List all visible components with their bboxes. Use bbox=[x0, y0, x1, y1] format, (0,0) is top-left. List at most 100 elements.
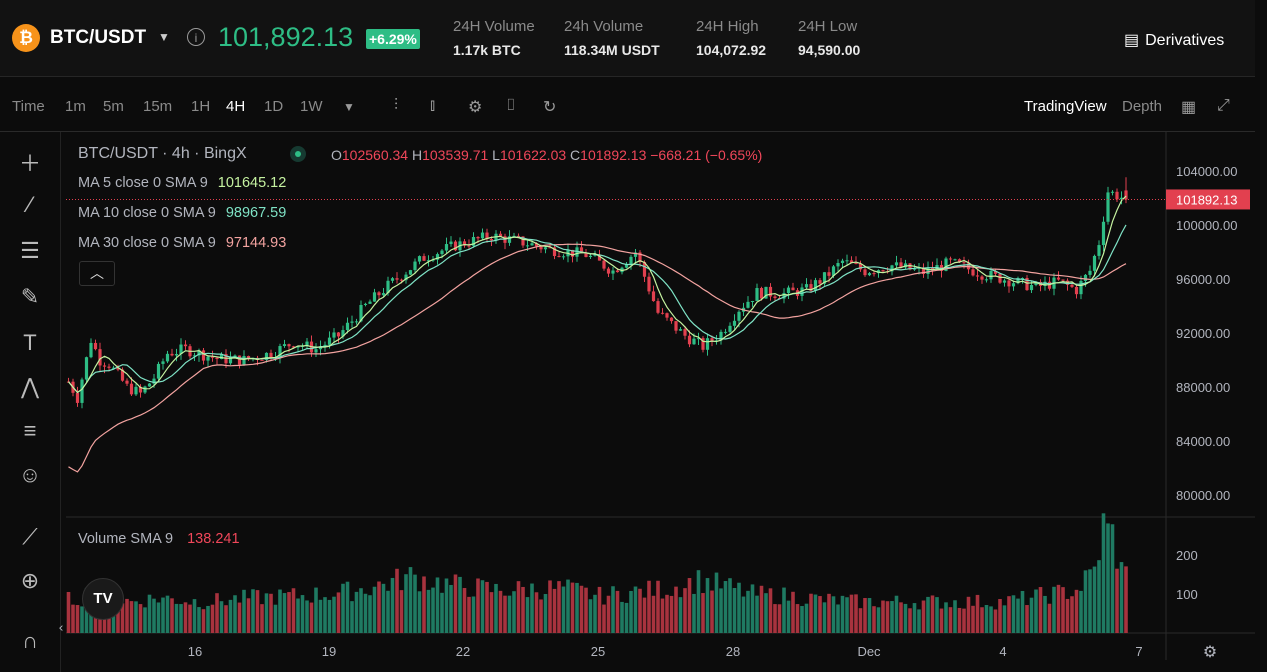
reset-icon[interactable]: ↻ bbox=[543, 99, 557, 116]
brush-icon[interactable]: ✎ bbox=[20, 284, 40, 309]
volume-bar bbox=[1016, 598, 1020, 633]
candle-body bbox=[192, 355, 197, 357]
timeframe-1d[interactable]: 1D bbox=[264, 98, 284, 115]
candle-body bbox=[930, 267, 935, 271]
bitcoin-icon: ₿ bbox=[12, 24, 40, 52]
volume-bar bbox=[354, 591, 359, 633]
collapse-legend-button[interactable]: ︿ bbox=[79, 261, 115, 286]
candle-body bbox=[170, 353, 174, 356]
stat-volume-quote: 24h Volume 118.34M USDT bbox=[564, 18, 660, 58]
candle-body bbox=[219, 354, 224, 360]
ma30-legend[interactable]: MA 30 close 0 SMA 9 97144.93 bbox=[78, 235, 286, 251]
candle-body bbox=[125, 380, 129, 384]
candle-body bbox=[863, 269, 867, 276]
ruler-icon[interactable]: ⟋ bbox=[22, 524, 38, 549]
layout-grid-icon[interactable]: ▦ bbox=[1181, 99, 1197, 116]
candle-body bbox=[858, 263, 863, 270]
trendline-icon[interactable]: ⁄ bbox=[28, 192, 32, 217]
volume-bar bbox=[692, 593, 696, 633]
candle-body bbox=[642, 262, 647, 277]
volume-bar bbox=[566, 579, 570, 633]
timeframe-5m[interactable]: 5m bbox=[103, 98, 124, 115]
candle-body bbox=[287, 344, 291, 347]
candle-body bbox=[359, 304, 363, 322]
candle-body bbox=[723, 331, 728, 333]
timeframe-4h[interactable]: 4H bbox=[226, 98, 246, 115]
ma10-legend[interactable]: MA 10 close 0 SMA 9 98967.59 bbox=[78, 205, 286, 221]
stat-label: 24h Volume bbox=[564, 18, 644, 35]
volume-bar bbox=[210, 604, 215, 633]
derivatives-link[interactable]: ▤ Derivatives bbox=[1124, 30, 1224, 50]
candle-body bbox=[746, 301, 750, 308]
volume-bar bbox=[1124, 566, 1128, 633]
timeframe-1w[interactable]: 1W bbox=[300, 98, 323, 115]
ma5-legend[interactable]: MA 5 close 0 SMA 9 101645.12 bbox=[78, 175, 286, 191]
camera-icon[interactable]: ⌷ bbox=[506, 97, 516, 114]
fib-icon[interactable]: ≡ bbox=[23, 418, 37, 443]
candle-body bbox=[638, 252, 642, 263]
volume-bar bbox=[570, 582, 575, 633]
text-icon[interactable]: T bbox=[23, 330, 37, 355]
volume-bar bbox=[557, 581, 561, 633]
candle-body bbox=[948, 258, 953, 260]
volume-bar bbox=[719, 588, 723, 633]
candle-body bbox=[692, 338, 696, 345]
ma5-line bbox=[68, 195, 1127, 394]
candle-body bbox=[318, 347, 323, 350]
candle-body bbox=[345, 322, 350, 331]
horizontal-lines-icon[interactable]: ☰ bbox=[20, 238, 40, 263]
candle-body bbox=[899, 262, 903, 268]
candle-body bbox=[1043, 281, 1047, 286]
emoji-icon[interactable]: ☺ bbox=[18, 462, 42, 487]
volume-bar bbox=[287, 592, 291, 633]
candle-body bbox=[440, 250, 444, 255]
volume-bar bbox=[926, 596, 930, 633]
settings-icon[interactable]: ⚙ bbox=[468, 99, 483, 116]
candle-body bbox=[174, 354, 179, 356]
volume-bar bbox=[1074, 589, 1079, 633]
volume-bar bbox=[318, 599, 323, 633]
magnet-icon[interactable]: ∩ bbox=[22, 628, 38, 653]
timeframe-time[interactable]: Time bbox=[12, 98, 45, 115]
info-icon[interactable]: i bbox=[187, 28, 205, 46]
volume-bar bbox=[728, 578, 732, 633]
zoom-in-icon[interactable]: ⊕ bbox=[20, 568, 40, 593]
volume-bar bbox=[660, 598, 665, 633]
volume-bar bbox=[831, 596, 836, 633]
settings-gear-icon[interactable]: ⚙ bbox=[1203, 642, 1217, 661]
timeframe-dropdown-icon[interactable]: ▼ bbox=[343, 100, 355, 114]
volume-bar bbox=[588, 599, 593, 633]
volume-legend[interactable]: Volume SMA 9 138.241 bbox=[78, 531, 240, 547]
tradingview-logo: TV bbox=[82, 578, 124, 620]
candle-body bbox=[341, 330, 345, 337]
time-tick-label: Dec bbox=[857, 644, 881, 659]
timeframe-15m[interactable]: 15m bbox=[143, 98, 173, 115]
candle-type-icon[interactable]: ⫾ bbox=[430, 97, 436, 114]
volume-value: 138.241 bbox=[187, 531, 240, 547]
volume-bar bbox=[1088, 569, 1092, 633]
candle-body bbox=[543, 247, 548, 250]
tradingview-tab[interactable]: TradingView bbox=[1024, 98, 1107, 115]
timeframe-1h[interactable]: 1H bbox=[191, 98, 211, 115]
pair-selector[interactable]: BTC/USDT bbox=[50, 27, 147, 48]
volume-bar bbox=[885, 601, 890, 633]
indicator-icon[interactable]: ⫶ bbox=[394, 97, 399, 114]
candle-body bbox=[1020, 277, 1025, 279]
timeframe-1m[interactable]: 1m bbox=[65, 98, 86, 115]
crosshair-icon[interactable]: ＋ bbox=[18, 151, 41, 176]
chevron-down-icon[interactable]: ▼ bbox=[158, 30, 170, 44]
derivatives-label: Derivatives bbox=[1145, 32, 1225, 49]
depth-tab[interactable]: Depth bbox=[1122, 98, 1163, 115]
volume-bar bbox=[975, 594, 980, 633]
volume-bar bbox=[372, 586, 377, 633]
volume-bar bbox=[516, 581, 521, 633]
scroll-left-icon[interactable]: ‹ bbox=[58, 621, 63, 636]
fullscreen-icon[interactable]: ⤢ bbox=[1217, 97, 1230, 114]
candle-body bbox=[395, 278, 399, 280]
pattern-icon[interactable]: ⋀ bbox=[20, 374, 40, 399]
volume-bar bbox=[233, 595, 237, 633]
candle-body bbox=[840, 260, 845, 264]
volume-bar bbox=[485, 581, 489, 633]
volume-bar bbox=[948, 607, 953, 633]
